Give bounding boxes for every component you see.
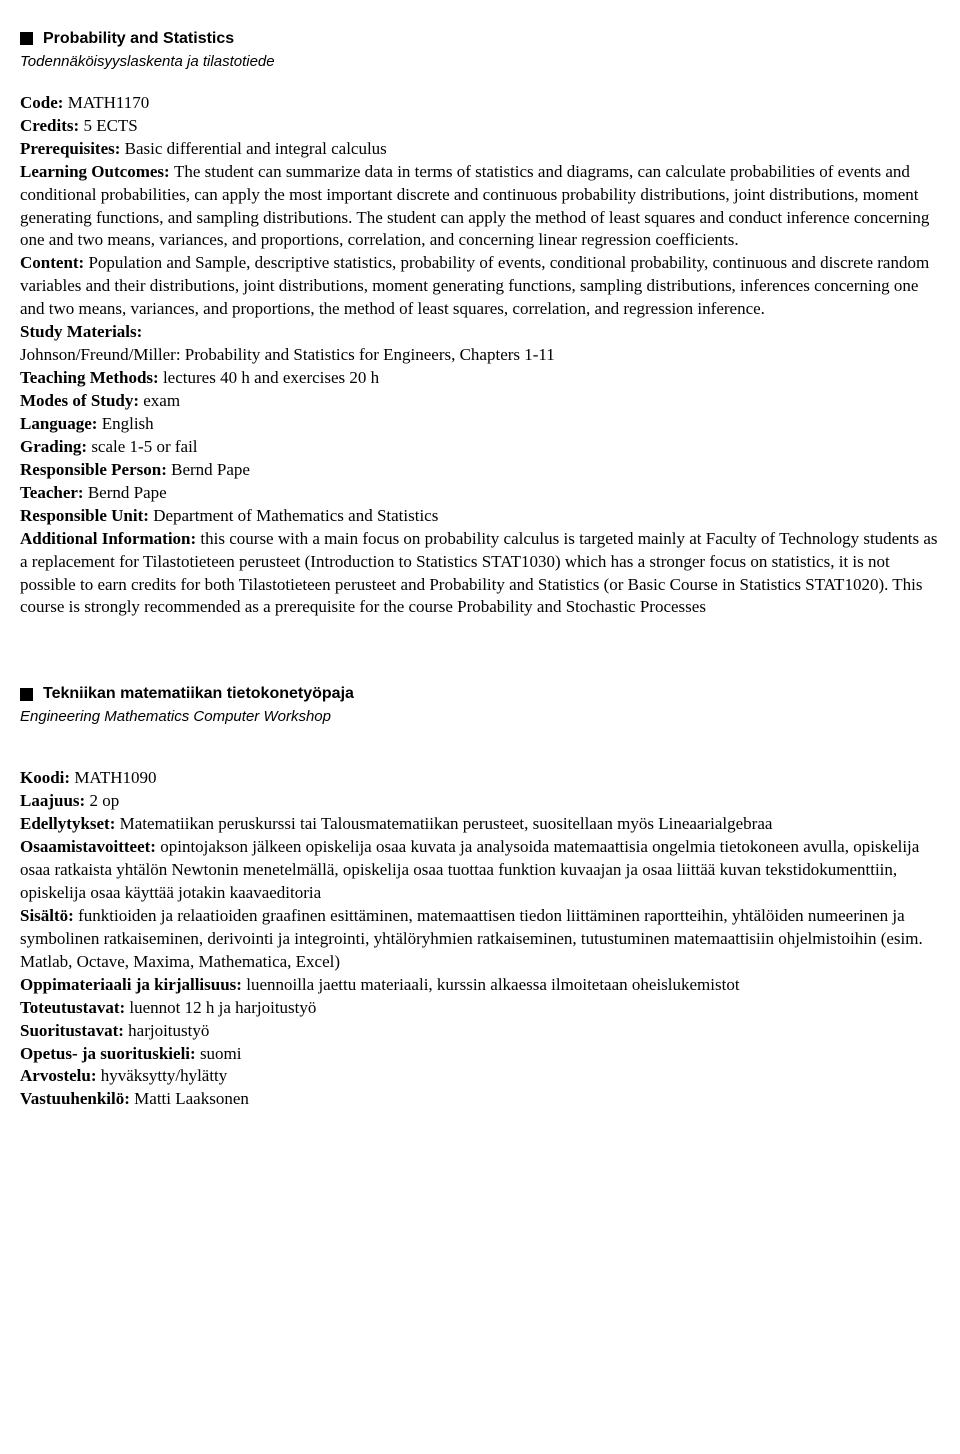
label-language: Opetus- ja suorituskieli:: [20, 1044, 200, 1063]
label-prereq: Edellytykset:: [20, 814, 120, 833]
label-outcomes: Learning Outcomes:: [20, 162, 174, 181]
label-code: Koodi:: [20, 768, 74, 787]
field-materials: Johnson/Freund/Miller: Probability and S…: [20, 344, 940, 367]
value-language: English: [102, 414, 154, 433]
value-modes: harjoitustyö: [128, 1021, 209, 1040]
field-credits: Credits: 5 ECTS: [20, 115, 940, 138]
value-credits: 5 ECTS: [83, 116, 137, 135]
field-resp-person: Responsible Person: Bernd Pape: [20, 459, 940, 482]
square-bullet-icon: [20, 688, 33, 701]
value-language: suomi: [200, 1044, 242, 1063]
label-credits: Laajuus:: [20, 791, 89, 810]
label-prereq: Prerequisites:: [20, 139, 125, 158]
label-language: Language:: [20, 414, 102, 433]
label-teacher: Teacher:: [20, 483, 88, 502]
course-block-2: Tekniikan matematiikan tietokonetyöpaja …: [20, 683, 940, 1111]
field-code: Koodi: MATH1090: [20, 767, 940, 790]
field-grading: Arvostelu: hyväksytty/hylätty: [20, 1065, 940, 1088]
course-title: Probability and Statistics: [43, 28, 234, 50]
value-materials: luennoilla jaettu materiaali, kurssin al…: [246, 975, 739, 994]
value-content: funktioiden ja relaatioiden graafinen es…: [20, 906, 923, 971]
field-language: Opetus- ja suorituskieli: suomi: [20, 1043, 940, 1066]
value-resp-unit: Department of Mathematics and Statistics: [153, 506, 438, 525]
course-title-line: Probability and Statistics: [20, 28, 940, 50]
course-subtitle: Engineering Mathematics Computer Worksho…: [20, 707, 940, 727]
field-materials-label: Study Materials:: [20, 321, 940, 344]
field-materials: Oppimateriaali ja kirjallisuus: luennoil…: [20, 974, 940, 997]
label-grading: Grading:: [20, 437, 91, 456]
spacer: [20, 747, 940, 767]
label-materials: Oppimateriaali ja kirjallisuus:: [20, 975, 246, 994]
field-methods: Toteutustavat: luennot 12 h ja harjoitus…: [20, 997, 940, 1020]
value-grading: scale 1-5 or fail: [91, 437, 197, 456]
label-methods: Teaching Methods:: [20, 368, 163, 387]
label-resp-unit: Responsible Unit:: [20, 506, 153, 525]
field-outcomes: Osaamistavoitteet: opintojakson jälkeen …: [20, 836, 940, 905]
field-modes: Suoritustavat: harjoitustyö: [20, 1020, 940, 1043]
field-resp-person: Vastuuhenkilö: Matti Laaksonen: [20, 1088, 940, 1111]
course-subtitle: Todennäköisyyslaskenta ja tilastotiede: [20, 52, 940, 72]
label-grading: Arvostelu:: [20, 1066, 101, 1085]
value-prereq: Matematiikan peruskurssi tai Talousmatem…: [120, 814, 773, 833]
value-methods: lectures 40 h and exercises 20 h: [163, 368, 379, 387]
field-credits: Laajuus: 2 op: [20, 790, 940, 813]
value-resp-person: Matti Laaksonen: [134, 1089, 249, 1108]
field-prereq: Prerequisites: Basic differential and in…: [20, 138, 940, 161]
label-content: Content:: [20, 253, 88, 272]
value-methods: luennot 12 h ja harjoitustyö: [129, 998, 316, 1017]
value-prereq: Basic differential and integral calculus: [125, 139, 387, 158]
course-title: Tekniikan matematiikan tietokonetyöpaja: [43, 683, 354, 705]
value-content: Population and Sample, descriptive stati…: [20, 253, 929, 318]
field-teacher: Teacher: Bernd Pape: [20, 482, 940, 505]
field-language: Language: English: [20, 413, 940, 436]
course-block-1: Probability and Statistics Todennäköisyy…: [20, 28, 940, 619]
value-code: MATH1170: [68, 93, 150, 112]
field-resp-unit: Responsible Unit: Department of Mathemat…: [20, 505, 940, 528]
course-title-line: Tekniikan matematiikan tietokonetyöpaja: [20, 683, 940, 705]
value-credits: 2 op: [89, 791, 119, 810]
field-methods: Teaching Methods: lectures 40 h and exer…: [20, 367, 940, 390]
field-prereq: Edellytykset: Matematiikan peruskurssi t…: [20, 813, 940, 836]
field-additional: Additional Information: this course with…: [20, 528, 940, 620]
value-code: MATH1090: [74, 768, 156, 787]
field-outcomes: Learning Outcomes: The student can summa…: [20, 161, 940, 253]
label-methods: Toteutustavat:: [20, 998, 129, 1017]
label-modes: Modes of Study:: [20, 391, 143, 410]
label-outcomes: Osaamistavoitteet:: [20, 837, 160, 856]
value-grading: hyväksytty/hylätty: [101, 1066, 228, 1085]
field-content: Sisältö: funktioiden ja relaatioiden gra…: [20, 905, 940, 974]
label-code: Code:: [20, 93, 68, 112]
value-materials: Johnson/Freund/Miller: Probability and S…: [20, 345, 555, 364]
value-teacher: Bernd Pape: [88, 483, 167, 502]
square-bullet-icon: [20, 32, 33, 45]
value-modes: exam: [143, 391, 180, 410]
label-additional: Additional Information:: [20, 529, 200, 548]
label-credits: Credits:: [20, 116, 83, 135]
field-content: Content: Population and Sample, descript…: [20, 252, 940, 321]
field-modes: Modes of Study: exam: [20, 390, 940, 413]
field-grading: Grading: scale 1-5 or fail: [20, 436, 940, 459]
label-resp-person: Vastuuhenkilö:: [20, 1089, 134, 1108]
value-resp-person: Bernd Pape: [171, 460, 250, 479]
label-materials: Study Materials:: [20, 322, 142, 341]
label-content: Sisältö:: [20, 906, 78, 925]
field-code: Code: MATH1170: [20, 92, 940, 115]
label-resp-person: Responsible Person:: [20, 460, 171, 479]
label-modes: Suoritustavat:: [20, 1021, 128, 1040]
